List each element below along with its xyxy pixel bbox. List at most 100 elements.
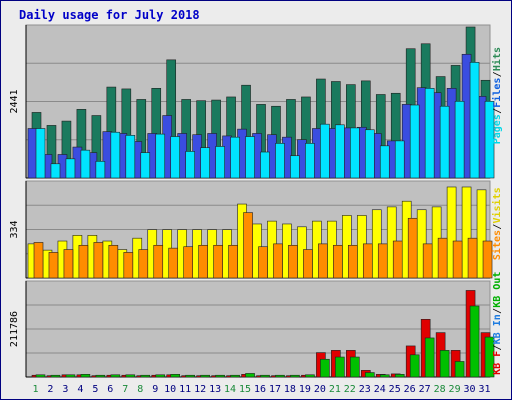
bar-sites-12: [198, 244, 208, 279]
x-tick-label-1: 1: [32, 384, 38, 395]
bar-kb-out-31: [484, 336, 495, 378]
bar-kb-out-11: [185, 374, 195, 378]
bar-pages-1: [35, 128, 46, 179]
bar-kb-out-19: [305, 374, 315, 378]
bar-sites-4: [78, 244, 89, 279]
bar-sites-3: [63, 249, 74, 279]
x-tick-label-30: 30: [464, 384, 476, 395]
x-tick-label-18: 18: [284, 384, 296, 395]
bar-kb-out-16: [260, 374, 270, 378]
bar-sites-13: [213, 244, 223, 279]
bar-kb-out-17: [275, 374, 285, 378]
bar-kb-out-28: [439, 350, 450, 378]
bar-kb-out-20: [320, 358, 330, 378]
x-tick-label-12: 12: [194, 384, 206, 395]
bar-pages-28: [439, 105, 450, 179]
legend-separator: /: [492, 108, 503, 114]
x-tick-label-14: 14: [224, 384, 236, 395]
bar-sites-17: [273, 243, 283, 279]
x-tick-label-25: 25: [389, 384, 401, 395]
bar-kb-out-9: [155, 374, 166, 378]
legend-kb-f: KB F: [492, 351, 503, 375]
bar-sites-10: [168, 247, 179, 279]
bar-kb-out-25: [394, 374, 405, 378]
x-tick-label-2: 2: [47, 384, 53, 395]
bar-pages-29: [454, 100, 465, 179]
legend-separator: /: [492, 224, 503, 230]
bar-sites-23: [362, 243, 373, 279]
bar-pages-5: [95, 160, 106, 179]
bar-sites-9: [153, 244, 164, 279]
legend-pages: Pages: [492, 114, 503, 144]
y-max-label: 2441: [9, 89, 20, 113]
bar-sites-7: [123, 252, 134, 279]
bar-kb-out-23: [364, 372, 375, 378]
bar-visits-30: [461, 186, 472, 279]
bar-sites-30: [467, 237, 478, 279]
bar-files-1: [27, 128, 38, 179]
bar-sites-29: [452, 240, 463, 279]
bar-kb-out-18: [290, 374, 300, 378]
bar-kb-out-26: [409, 354, 420, 378]
bar-kb-out-22: [350, 356, 360, 378]
bar-kb-out-10: [170, 374, 181, 378]
bar-sites-5: [93, 242, 104, 279]
bar-kb-out-12: [200, 374, 210, 378]
x-tick-label-13: 13: [209, 384, 221, 395]
legend-files: Files: [491, 78, 503, 108]
bar-pages-25: [394, 140, 405, 179]
bar-pages-15: [245, 136, 255, 179]
bar-pages-8: [140, 152, 151, 179]
bar-kb-out-1: [35, 374, 46, 378]
bar-sites-26: [407, 217, 418, 279]
bar-sites-19: [303, 249, 313, 279]
bar-kb-out-3: [65, 374, 76, 378]
bar-pages-9: [155, 133, 166, 179]
bar-kb-out-2: [50, 374, 61, 378]
bar-kb-out-5: [95, 374, 106, 378]
bar-kb-out-15: [245, 373, 255, 378]
bar-pages-13: [215, 146, 225, 179]
x-tick-label-17: 17: [269, 384, 281, 395]
x-tick-label-8: 8: [137, 384, 143, 395]
bar-kb-out-7: [125, 374, 136, 378]
x-tick-label-7: 7: [122, 384, 128, 395]
bar-pages-6: [110, 131, 121, 179]
bar-pages-16: [260, 151, 270, 179]
bar-pages-27: [424, 88, 435, 179]
x-tick-label-5: 5: [92, 384, 98, 395]
x-tick-label-19: 19: [299, 384, 311, 395]
bar-kb-out-8: [140, 374, 151, 378]
bar-kb-out-24: [379, 374, 390, 378]
bar-pages-21: [335, 124, 345, 179]
x-tick-label-9: 9: [152, 384, 158, 395]
bar-sites-15: [243, 212, 253, 279]
legend-separator: /: [492, 344, 503, 350]
x-tick-label-11: 11: [179, 384, 191, 395]
x-tick-label-29: 29: [449, 384, 461, 395]
bar-sites-21: [333, 244, 343, 279]
bar-sites-24: [377, 243, 388, 279]
x-tick-label-20: 20: [314, 384, 326, 395]
x-tick-label-26: 26: [404, 384, 416, 395]
bar-visits-31: [476, 189, 487, 279]
bar-sites-31: [482, 240, 493, 279]
bar-sites-8: [138, 249, 149, 279]
bar-pages-17: [275, 143, 285, 179]
bar-kb-out-14: [230, 374, 240, 378]
x-tick-label-16: 16: [254, 384, 266, 395]
legend-hits: Hits: [491, 47, 503, 71]
x-tick-label-27: 27: [419, 384, 431, 395]
y-max-label: 211786: [9, 311, 20, 347]
bar-sites-16: [258, 246, 268, 279]
bar-pages-31: [484, 100, 495, 179]
legend-kb-out: KB Out: [492, 272, 503, 308]
bar-sites-11: [183, 246, 193, 279]
bar-visits-29: [446, 186, 457, 279]
bar-pages-26: [409, 104, 420, 179]
bar-pages-4: [80, 149, 91, 179]
bar-pages-22: [350, 127, 360, 179]
legend-separator: /: [492, 308, 503, 314]
bar-kb-out-21: [335, 356, 345, 378]
